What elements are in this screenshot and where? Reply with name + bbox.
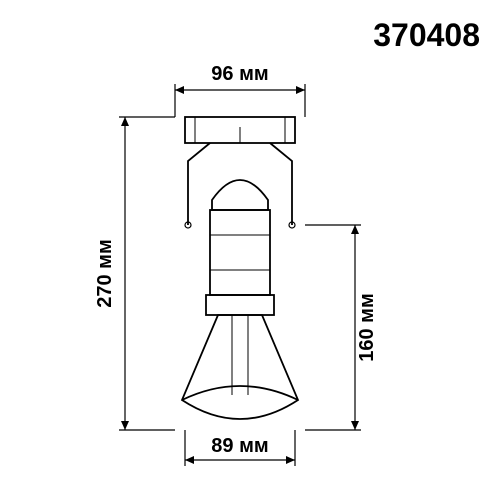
fixture-outline (182, 117, 298, 419)
dimension-top: 96 мм (175, 63, 305, 117)
dimension-bottom: 89 мм (185, 430, 295, 466)
dimension-right: 160 мм (305, 225, 378, 430)
sku-label: 370408 (373, 17, 480, 53)
dimension-top-label: 96 мм (211, 63, 268, 85)
technical-drawing: 370408 96 мм 270 мм 160 мм 89 мм (0, 0, 500, 500)
dimension-bottom-label: 89 мм (211, 435, 268, 457)
dimension-right-label: 160 мм (356, 293, 378, 362)
dimension-left-label: 270 мм (94, 239, 116, 308)
dimension-left: 270 мм (94, 117, 175, 430)
